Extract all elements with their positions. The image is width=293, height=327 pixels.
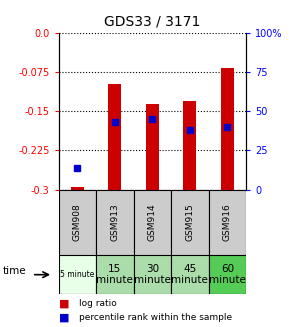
Text: ■: ■ — [59, 299, 69, 308]
Text: time: time — [3, 267, 27, 276]
Text: log ratio: log ratio — [79, 299, 117, 308]
Bar — [59, 255, 96, 294]
Text: 5 minute: 5 minute — [60, 270, 95, 279]
Text: GSM916: GSM916 — [223, 203, 232, 241]
Text: GSM913: GSM913 — [110, 203, 119, 241]
Bar — [209, 255, 246, 294]
Bar — [134, 190, 171, 255]
Text: 15
minute: 15 minute — [96, 264, 133, 285]
Bar — [183, 101, 196, 190]
Bar — [96, 255, 134, 294]
Text: GSM915: GSM915 — [185, 203, 194, 241]
Text: ■: ■ — [59, 313, 69, 323]
Text: 60
minute: 60 minute — [209, 264, 246, 285]
Bar — [59, 190, 96, 255]
Text: percentile rank within the sample: percentile rank within the sample — [79, 313, 232, 322]
Bar — [221, 68, 234, 190]
Bar — [209, 190, 246, 255]
Text: GSM914: GSM914 — [148, 203, 157, 241]
Bar — [108, 84, 121, 190]
Text: 45
minute: 45 minute — [171, 264, 208, 285]
Text: GDS33 / 3171: GDS33 / 3171 — [104, 15, 200, 29]
Bar — [71, 187, 84, 190]
Bar — [96, 190, 134, 255]
Bar — [134, 255, 171, 294]
Text: GSM908: GSM908 — [73, 203, 82, 241]
Bar — [146, 104, 159, 190]
Bar — [171, 190, 209, 255]
Bar — [171, 255, 209, 294]
Text: 30
minute: 30 minute — [134, 264, 171, 285]
